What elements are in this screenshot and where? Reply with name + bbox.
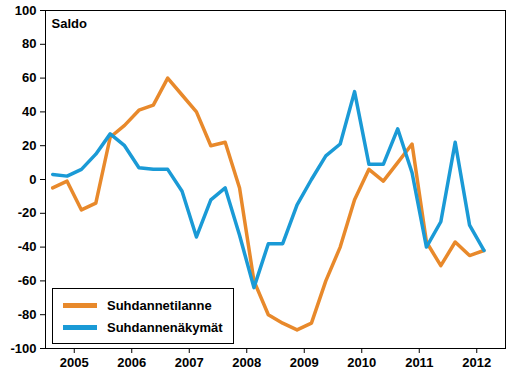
svg-text:-80: -80 bbox=[18, 307, 37, 322]
svg-text:80: 80 bbox=[22, 36, 36, 51]
svg-text:Saldo: Saldo bbox=[52, 16, 87, 31]
svg-text:2011: 2011 bbox=[405, 355, 433, 370]
svg-text:-100: -100 bbox=[10, 341, 36, 356]
svg-text:2008: 2008 bbox=[232, 355, 261, 370]
svg-text:-60: -60 bbox=[18, 273, 37, 288]
html-text:Suhdannenäkymät: Suhdannenäkymät bbox=[107, 319, 223, 335]
svg-text:20: 20 bbox=[22, 138, 36, 153]
svg-text:2010: 2010 bbox=[347, 355, 376, 370]
svg-text:2007: 2007 bbox=[175, 355, 204, 370]
svg-text:-40: -40 bbox=[18, 239, 37, 254]
svg-text:0: 0 bbox=[29, 172, 36, 187]
svg-text:60: 60 bbox=[22, 70, 36, 85]
html-text:Suhdannetilanne: Suhdannetilanne bbox=[107, 297, 212, 313]
svg-text:2006: 2006 bbox=[117, 355, 146, 370]
svg-text:2005: 2005 bbox=[60, 355, 89, 370]
svg-text:2012: 2012 bbox=[462, 355, 491, 370]
svg-text:100: 100 bbox=[15, 3, 37, 18]
svg-text:40: 40 bbox=[22, 104, 36, 119]
svg-text:-20: -20 bbox=[18, 205, 37, 220]
svg-text:2009: 2009 bbox=[290, 355, 319, 370]
